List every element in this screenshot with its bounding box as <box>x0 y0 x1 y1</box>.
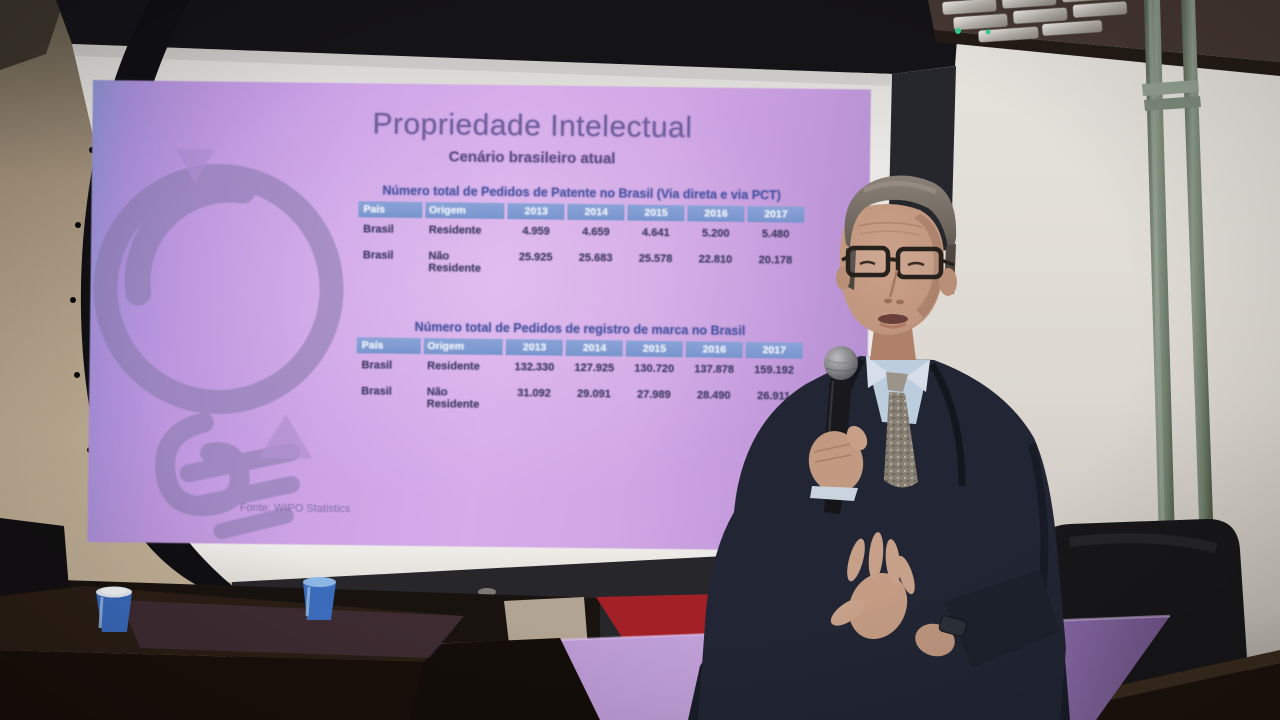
dark-band-above-screen <box>56 0 960 74</box>
beige-object <box>504 597 588 652</box>
triangle-down-accent <box>176 149 215 184</box>
nostril <box>896 299 904 305</box>
finger <box>897 555 915 595</box>
screen-smudge <box>478 588 496 596</box>
suit-lapel <box>928 362 966 487</box>
tie-knot <box>886 372 908 392</box>
conduit-poles <box>1142 0 1214 652</box>
tie <box>884 392 918 488</box>
shirt-collar <box>906 360 930 392</box>
glasses <box>841 245 955 280</box>
shirt-cuff <box>810 486 858 501</box>
suit-arm-fold <box>1028 443 1049 593</box>
pole-clamp <box>1142 80 1199 96</box>
left-hand <box>830 532 968 657</box>
finger <box>885 539 901 585</box>
led-indicator <box>955 27 962 34</box>
meeting-table-left <box>0 518 464 720</box>
presenter <box>688 175 1070 720</box>
screen-edge-shading <box>72 44 892 86</box>
forehead-line <box>859 230 921 236</box>
led-indicator <box>985 29 991 35</box>
plastic-cup <box>303 577 336 620</box>
ear <box>939 268 957 296</box>
thumb <box>830 598 866 626</box>
shirt-collar <box>866 356 890 388</box>
right-hand <box>808 425 868 501</box>
hair-highlight <box>863 180 938 195</box>
presenter-hair <box>844 175 957 268</box>
eye <box>859 260 876 266</box>
lightbulb-graphic <box>93 149 344 540</box>
plastic-cup <box>96 586 132 632</box>
nose <box>888 269 899 298</box>
mouth <box>878 314 908 324</box>
lower-lip <box>879 322 907 329</box>
face-shading <box>914 214 944 318</box>
finger <box>847 538 865 582</box>
forehead-line <box>857 221 923 228</box>
nostril <box>884 298 892 304</box>
eye <box>907 261 925 267</box>
presenter-face <box>839 204 945 336</box>
triangle-up-accent <box>258 414 313 459</box>
ceiling-vents <box>941 0 1128 43</box>
finger <box>868 532 884 580</box>
suit-forearm <box>944 570 1060 668</box>
projected-slide: Propriedade Intelectual Cenário brasilei… <box>87 80 871 552</box>
presenter-neck <box>870 328 916 360</box>
left-wall-shadow <box>0 0 64 70</box>
wristwatch <box>938 615 968 637</box>
pole-clamp <box>1144 96 1201 111</box>
